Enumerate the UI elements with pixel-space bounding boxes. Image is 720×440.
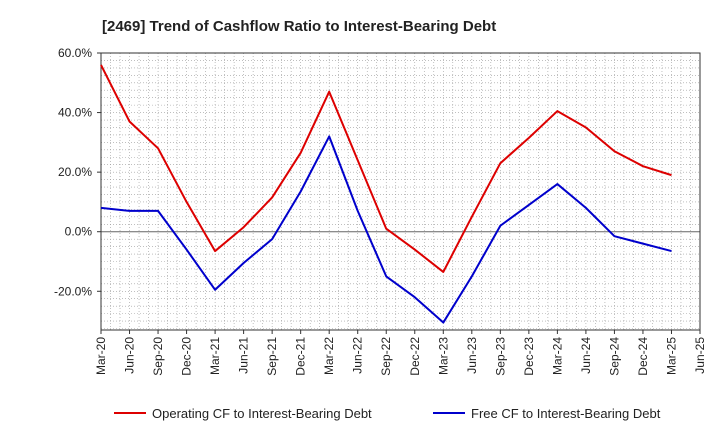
x-tick-label: Mar-22 <box>322 337 336 375</box>
x-tick-label: Mar-23 <box>436 337 450 375</box>
x-tick-label: Dec-21 <box>294 337 308 376</box>
x-tick-label: Sep-20 <box>151 337 165 376</box>
series-layer <box>100 64 672 324</box>
y-tick-label: -20.0% <box>54 284 92 298</box>
legend: Operating CF to Interest-Bearing Debt Fre… <box>114 406 661 421</box>
x-tick-label: Sep-24 <box>607 337 621 376</box>
x-tick-label: Jun-21 <box>237 337 251 374</box>
x-tick-label: Jun-20 <box>123 337 137 374</box>
x-tick-label: Dec-22 <box>408 337 422 376</box>
x-tick-label: Jun-23 <box>465 337 479 374</box>
legend-label-1: Free CF to Interest-Bearing Debt <box>471 406 661 421</box>
x-tick-label: Jun-24 <box>579 337 593 374</box>
x-tick-label: Dec-24 <box>636 337 650 376</box>
x-tick-label: Mar-25 <box>664 337 678 375</box>
x-tick-label: Mar-21 <box>208 337 222 375</box>
x-tick-label: Sep-23 <box>493 337 507 376</box>
y-tick-label: 20.0% <box>58 165 92 179</box>
legend-label-0: Operating CF to Interest-Bearing Debt <box>152 406 372 421</box>
x-tick-label: Mar-20 <box>94 337 108 375</box>
x-tick-label: Jun-25 <box>693 337 707 374</box>
y-tick-label: 40.0% <box>58 106 92 120</box>
x-tick-label: Mar-24 <box>550 337 564 375</box>
chart-title: [2469] Trend of Cashflow Ratio to Intere… <box>102 18 496 35</box>
plot-border <box>100 52 701 331</box>
x-tick-label: Sep-22 <box>379 337 393 376</box>
y-axis: 60.0% 40.0% 20.0% 0.0% -20.0% <box>54 46 101 298</box>
series-line-1 <box>100 135 672 324</box>
x-tick-label: Dec-20 <box>180 337 194 376</box>
series-line-0 <box>100 64 672 273</box>
y-tick-label: 60.0% <box>58 46 92 60</box>
x-tick-label: Dec-23 <box>522 337 536 376</box>
plot-grid <box>101 53 700 330</box>
x-axis: Mar-20 Jun-20 Sep-20 Dec-20 Mar-21 Jun-21 Sep-… <box>94 330 707 376</box>
x-tick-label: Jun-22 <box>351 337 365 374</box>
plot-frame <box>100 52 701 331</box>
x-tick-label: Sep-21 <box>265 337 279 376</box>
y-tick-label: 0.0% <box>65 225 93 239</box>
